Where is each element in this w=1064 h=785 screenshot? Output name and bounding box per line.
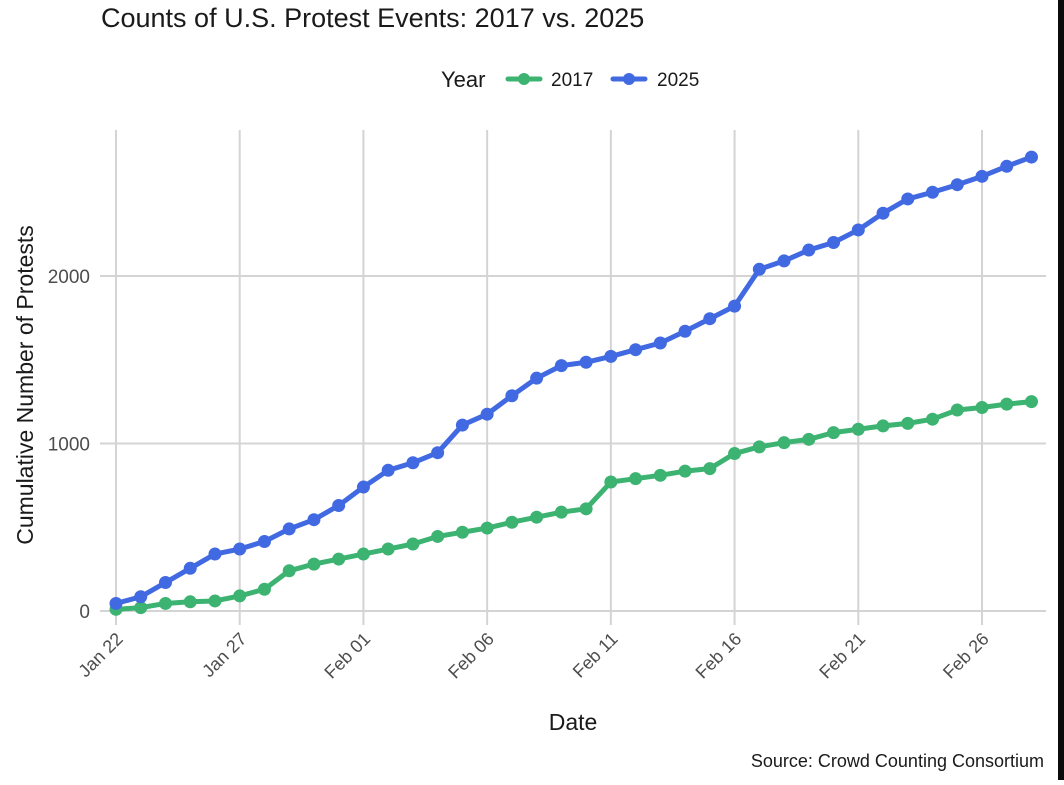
data-point-2025 (257, 534, 271, 548)
data-point-2025 (827, 236, 841, 249)
data-point-2017 (332, 552, 346, 566)
data-point-2025 (554, 359, 568, 373)
data-point-2025 (455, 418, 469, 432)
y-tick-label: 2000 (48, 267, 90, 288)
data-point-2017 (950, 403, 964, 417)
data-point-2025 (678, 324, 692, 338)
data-point-2025 (950, 178, 964, 192)
data-point-2017 (406, 537, 420, 551)
data-point-2025 (703, 312, 717, 326)
x-axis-title: Date (549, 709, 598, 735)
data-point-2017 (777, 436, 791, 450)
legend-key-point-2025 (623, 73, 635, 85)
data-point-2017 (455, 525, 469, 539)
data-point-2025 (208, 547, 222, 561)
data-point-2025 (530, 371, 544, 385)
data-point-2017 (678, 464, 692, 478)
data-point-2025 (307, 513, 321, 527)
series-points (109, 150, 1038, 616)
data-point-2025 (332, 498, 346, 512)
data-point-2025 (851, 223, 865, 237)
data-point-2017 (728, 447, 742, 461)
data-point-2017 (851, 422, 865, 436)
data-point-2025 (579, 355, 593, 369)
data-point-2017 (629, 472, 643, 486)
gridlines (100, 130, 1046, 625)
data-point-2025 (876, 206, 890, 220)
legend-label-2025: 2025 (657, 70, 699, 91)
data-point-2025 (480, 407, 494, 421)
data-point-2017 (183, 595, 197, 609)
data-point-2025 (406, 456, 420, 470)
data-point-2017 (653, 468, 667, 482)
legend-entry-2025: 2025 (610, 70, 699, 91)
data-point-2017 (381, 542, 395, 556)
data-point-2017 (233, 589, 247, 603)
data-point-2017 (802, 432, 816, 446)
y-tick-label: 1000 (48, 435, 90, 456)
chart-caption: Source: Crowd Counting Consortium (751, 751, 1044, 771)
data-point-2017 (926, 412, 940, 426)
data-point-2025 (109, 596, 123, 610)
data-point-2017 (356, 547, 370, 561)
data-point-2017 (158, 596, 172, 610)
chart-title: Counts of U.S. Protest Events: 2017 vs. … (101, 3, 644, 33)
data-point-2017 (579, 502, 593, 516)
data-point-2025 (431, 446, 445, 460)
data-point-2017 (827, 426, 841, 440)
data-point-2025 (604, 349, 618, 363)
data-point-2017 (530, 510, 544, 524)
right-edge-bar (1058, 0, 1064, 780)
data-point-2017 (604, 475, 618, 489)
data-point-2017 (1000, 397, 1014, 411)
data-point-2025 (926, 185, 940, 199)
data-point-2025 (233, 542, 247, 556)
y-axis-title: Cumulative Number of Protests (12, 225, 38, 545)
legend-key-point-2017 (518, 73, 530, 85)
data-point-2017 (257, 582, 271, 596)
legend-entry-2017: 2017 (505, 70, 593, 91)
y-tick-label: 0 (79, 602, 90, 623)
data-point-2025 (777, 254, 791, 268)
legend-label-2017: 2017 (551, 70, 593, 91)
data-point-2017 (282, 564, 296, 578)
y-tick-labels: 0 1000 2000 (48, 267, 90, 623)
data-point-2025 (1000, 159, 1014, 173)
data-point-2025 (752, 262, 766, 276)
data-point-2025 (282, 522, 296, 536)
data-point-2025 (134, 590, 148, 604)
data-point-2025 (728, 299, 742, 313)
data-point-2017 (480, 521, 494, 535)
data-point-2025 (653, 336, 667, 350)
data-point-2017 (975, 400, 989, 414)
data-point-2017 (752, 440, 766, 454)
data-point-2017 (703, 462, 717, 476)
legend: Year 2017 2025 (441, 67, 699, 92)
data-point-2017 (431, 529, 445, 543)
data-point-2017 (134, 601, 148, 615)
data-point-2017 (505, 515, 519, 529)
data-point-2025 (158, 576, 172, 590)
data-point-2025 (901, 192, 915, 206)
data-point-2025 (802, 243, 816, 257)
data-point-2025 (975, 169, 989, 183)
data-point-2017 (307, 557, 321, 571)
data-point-2017 (554, 505, 568, 519)
data-point-2025 (381, 463, 395, 477)
data-point-2017 (1024, 395, 1038, 409)
data-point-2017 (876, 419, 890, 433)
data-point-2025 (183, 561, 197, 575)
legend-title: Year (441, 67, 485, 92)
data-point-2017 (208, 594, 222, 608)
data-point-2025 (505, 389, 519, 403)
data-point-2025 (1024, 150, 1038, 164)
data-point-2017 (901, 416, 915, 430)
data-point-2025 (629, 343, 643, 357)
data-point-2025 (356, 480, 370, 494)
